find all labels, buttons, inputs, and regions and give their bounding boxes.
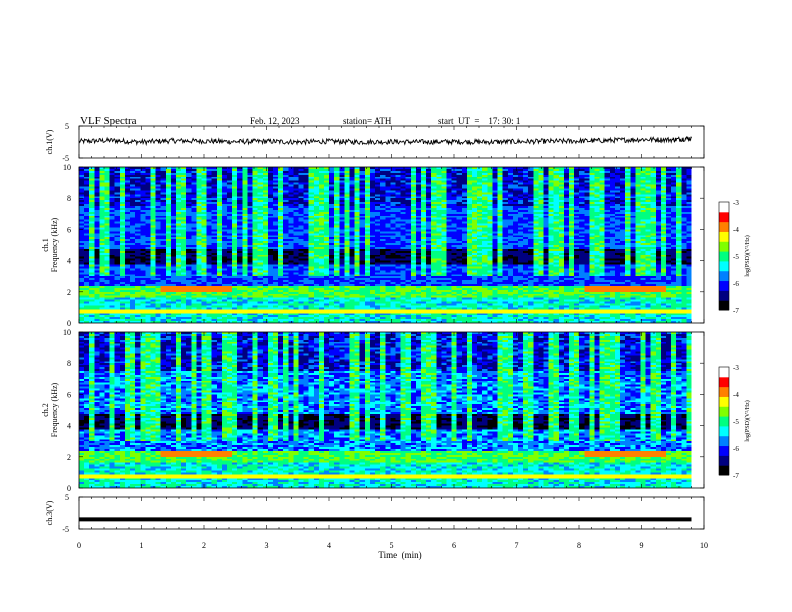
figure-title: VLF Spectra: [80, 115, 137, 127]
x-tick-label: 6: [452, 541, 456, 550]
x-tick-label: 1: [140, 541, 144, 550]
y-tick-label: 6: [67, 390, 71, 399]
colorbar-segment: [719, 231, 729, 242]
y-tick-label: 5: [65, 122, 69, 131]
colorbar-tick-label: -3: [733, 364, 739, 372]
time-axis: 0 1 2 3 4 5 6 7 8 9 10: [77, 541, 708, 550]
station-label: station= ATH: [343, 116, 392, 126]
colorbar-frame: [718, 366, 730, 476]
colorbar-tick-label: -7: [733, 472, 739, 480]
colorbar-segment: [719, 221, 729, 232]
waveform-line: [78, 135, 692, 147]
x-tick-label: 8: [577, 541, 581, 550]
colorbar-tick-label: -3: [733, 199, 739, 207]
colorbar-segment: [719, 241, 729, 252]
colorbar-tick-label: -6: [733, 445, 739, 453]
y-tick-label: 0: [67, 484, 71, 493]
y-axis-label: Frequency (kHz): [50, 382, 59, 437]
y-tick-label: 5: [65, 493, 69, 502]
y-tick-label: 4: [67, 422, 71, 431]
y-tick-label: 10: [63, 163, 71, 172]
colorbar-segment: [719, 455, 729, 466]
x-tick-label: 3: [265, 541, 269, 550]
colorbar-segment: [719, 465, 729, 476]
x-tick-label: 7: [515, 541, 519, 550]
colorbar-segment: [719, 202, 729, 213]
spectrogram-image: [79, 332, 692, 488]
colorbar-segment: [719, 396, 729, 407]
colorbar-label: log(PSD)(V²/Hz): [744, 400, 751, 441]
colorbar-segment: [719, 211, 729, 223]
colorbar-segment: [719, 270, 729, 282]
colorbar-frame: [718, 201, 730, 311]
ch2-spectrogram-panel: 0 2 4 6 8 10 ch.2 Frequency (kHz): [41, 328, 705, 493]
y-axis-label: ch.3(V): [45, 500, 54, 525]
y-tick-label: 4: [67, 257, 71, 266]
y-tick-label: -5: [62, 525, 69, 534]
colorbar-segment: [719, 435, 729, 447]
ch1-spectrogram-panel: 0 2 4 6 8 10 ch.1 Frequency (kHz): [41, 163, 705, 328]
colorbar-tick-label: -7: [733, 307, 739, 315]
x-tick-label: 9: [640, 541, 644, 550]
colorbar-segment: [719, 251, 729, 262]
colorbar-tick-label: -4: [733, 226, 739, 234]
x-tick-label: 10: [700, 541, 708, 550]
y-tick-label: 8: [67, 359, 71, 368]
y-tick-label: 8: [67, 194, 71, 203]
colorbar-segment: [719, 300, 729, 311]
colorbar-segment: [719, 445, 729, 456]
x-tick-label: 4: [327, 541, 331, 550]
y-tick-label: 0: [67, 319, 71, 328]
y-axis-label: ch.1(V): [45, 129, 54, 154]
panel-frame: [78, 125, 705, 159]
y-axis-label: ch.2: [41, 403, 50, 417]
colorbar-tick-label: -5: [733, 253, 739, 261]
ch2-colorbar: -3 -4 -5 -6 -7 log(PSD)(V²/Hz): [718, 364, 751, 480]
x-tick-label: 0: [77, 541, 81, 550]
colorbar-segment: [719, 386, 729, 397]
x-tick-label: 2: [202, 541, 206, 550]
colorbar-segment: [719, 290, 729, 301]
y-tick-label: 2: [67, 288, 71, 297]
colorbar-segment: [719, 416, 729, 427]
panel-frame: [78, 496, 705, 530]
colorbar-segment: [719, 260, 729, 272]
y-axis-label: Frequency (kHz): [50, 217, 59, 272]
colorbar-segment: [719, 376, 729, 388]
y-tick-label: 6: [67, 225, 71, 234]
x-axis-label: Time (min): [378, 550, 421, 560]
colorbar-segment: [719, 406, 729, 417]
ch3-waveform-panel: 5 -5 ch.3(V): [45, 493, 705, 534]
colorbar-label: log(PSD)(V²/Hz): [744, 235, 751, 276]
colorbar-segment: [719, 425, 729, 437]
ch1-waveform-panel: 5 -5 ch.1(V): [45, 122, 705, 163]
y-tick-label: -5: [62, 154, 69, 163]
y-tick-label: 10: [63, 328, 71, 337]
colorbar-tick-label: -4: [733, 391, 739, 399]
spectrogram-image: [79, 167, 692, 323]
ch1-colorbar: -3 -4 -5 -6 -7 log(PSD)(V²/Hz): [718, 199, 751, 315]
x-tick-label: 5: [390, 541, 394, 550]
start-time-label: start UT = 17: 30: 1: [438, 116, 520, 126]
y-axis-label: ch.1: [41, 238, 50, 252]
y-tick-label: 2: [67, 453, 71, 462]
colorbar-segment: [719, 280, 729, 291]
colorbar-tick-label: -6: [733, 280, 739, 288]
colorbar-segment: [719, 367, 729, 378]
date-label: Feb. 12, 2023: [250, 116, 300, 126]
colorbar-tick-label: -5: [733, 418, 739, 426]
